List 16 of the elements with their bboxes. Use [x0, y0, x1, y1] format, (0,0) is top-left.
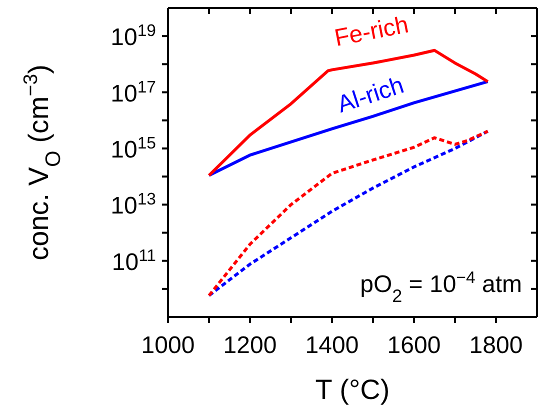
y-tick-label: 10$^{17}$ — [110, 76, 156, 108]
x-tick-label: 1000 — [141, 332, 195, 359]
text: Fe-rich — [332, 11, 411, 52]
x-tick-label: 1600 — [387, 332, 441, 359]
y-tick-label: 10$^{11}$ — [112, 245, 156, 276]
line-series — [208, 80, 490, 177]
x-axis-title: T (°C) — [315, 374, 390, 405]
x-tick-label: 1200 — [223, 332, 277, 359]
x-tick-label: 1800 — [469, 332, 523, 359]
line-series — [208, 48, 490, 177]
y-tick-label: 10$^{15}$ — [110, 132, 156, 164]
annotation: pO$_{2}$ = 10$^{−4}$ atm — [360, 268, 522, 306]
text: Al-rich — [334, 72, 408, 118]
y-tick-label: 10$^{19}$ — [110, 20, 156, 52]
x-tick-label: 1400 — [305, 332, 359, 359]
y-tick-label: 10$^{13}$ — [110, 189, 156, 220]
